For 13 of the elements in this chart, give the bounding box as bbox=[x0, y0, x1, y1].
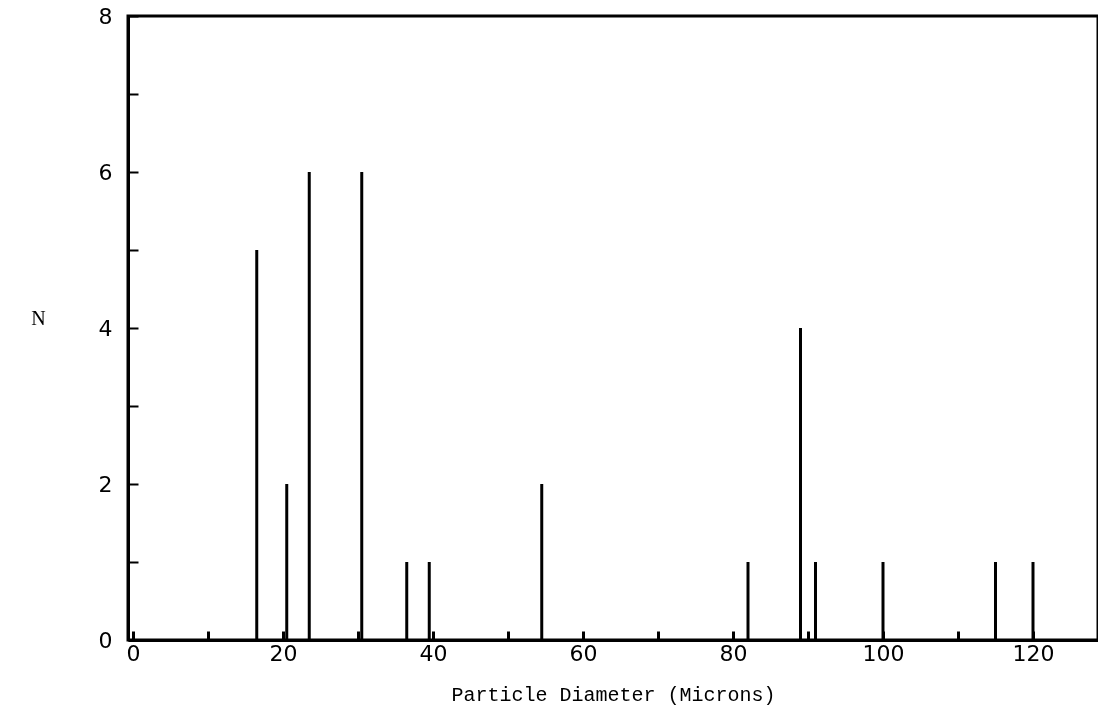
x-tick-label: 20 bbox=[269, 640, 298, 666]
y-axis-title: N bbox=[31, 306, 46, 329]
y-tick-label: 2 bbox=[98, 471, 113, 497]
y-tick-label: 8 bbox=[98, 3, 113, 29]
y-tick-label: 4 bbox=[98, 315, 113, 341]
x-tick-label: 40 bbox=[419, 640, 448, 666]
x-tick-label: 60 bbox=[569, 640, 598, 666]
y-tick-label: 6 bbox=[98, 159, 113, 185]
x-tick-label: 80 bbox=[719, 640, 748, 666]
x-tick-label: 0 bbox=[126, 640, 141, 666]
x-tick-label: 100 bbox=[862, 640, 905, 666]
x-axis-title: Particle Diameter (Microns) bbox=[451, 683, 776, 707]
x-tick-label: 120 bbox=[1012, 640, 1055, 666]
